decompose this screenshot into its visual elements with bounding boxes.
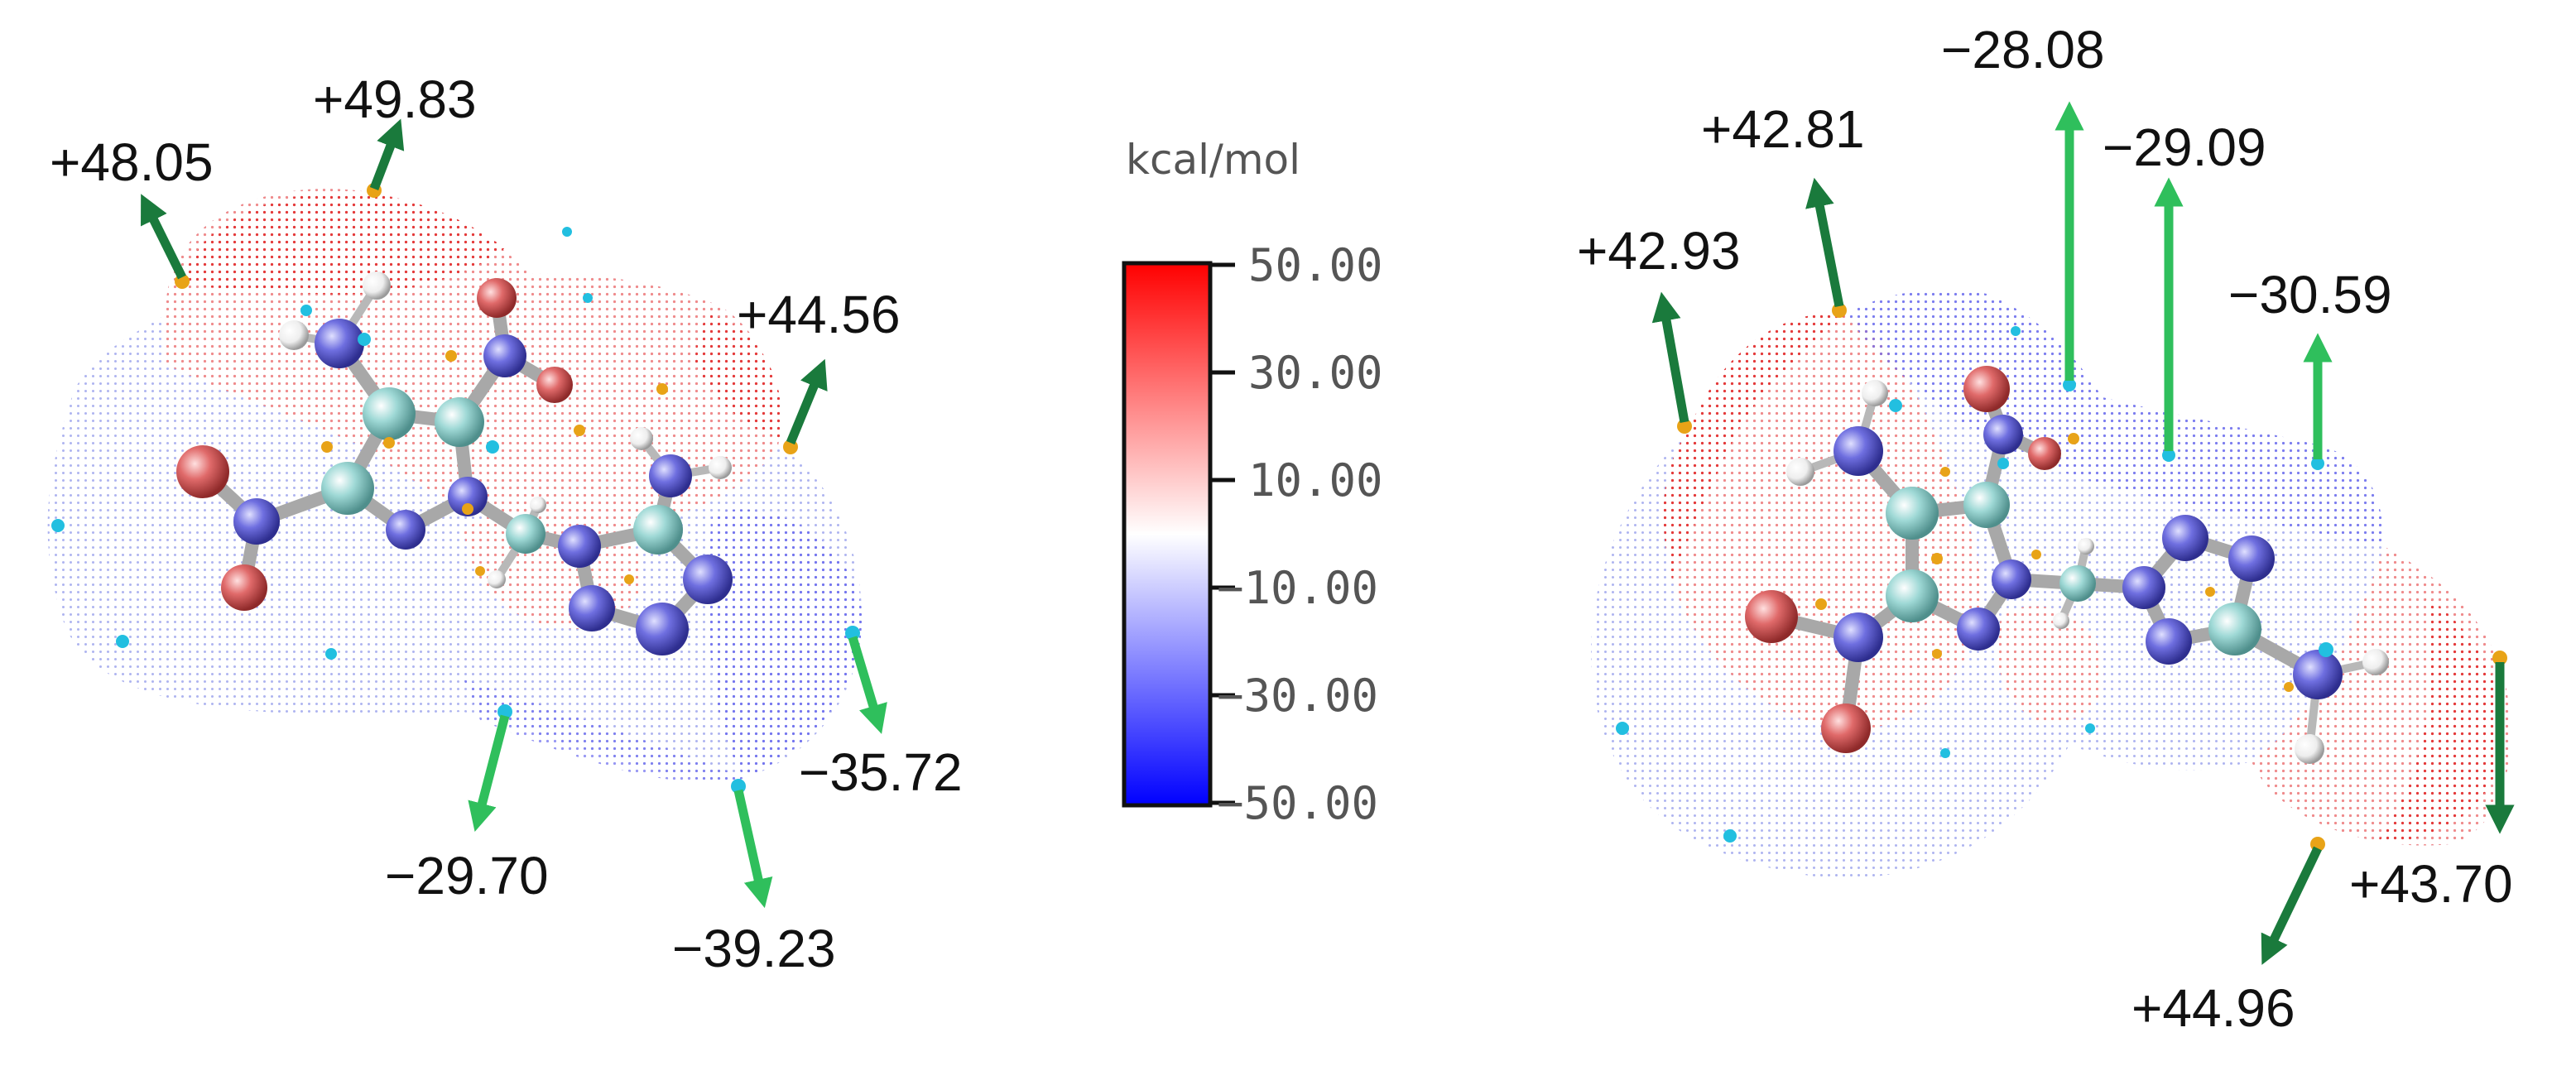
- right-labels: +42.93 +42.81 +43.70 +44.96 −28.08 −29.0…: [1577, 20, 2513, 1038]
- right-max-label-1: +42.93: [1577, 221, 1741, 281]
- right-min-label-3: −30.59: [2228, 265, 2392, 324]
- arrow-max-2: [1805, 177, 1844, 308]
- colorbar-tick-label: −50.00: [1217, 777, 1378, 829]
- oxygen-atom: [477, 278, 517, 318]
- left-min-label-1: −29.70: [385, 846, 549, 905]
- arrow-max-2: [369, 118, 405, 190]
- colorbar-tick-label: 30.00: [1248, 347, 1383, 399]
- nitrogen-atom: [315, 319, 364, 368]
- nitrogen-atom: [1957, 607, 2000, 651]
- hydrogen-atom: [488, 570, 506, 588]
- nitrogen-atom: [2146, 618, 2192, 665]
- nitrogen-atom: [1983, 415, 2023, 454]
- right-max-label-2: +42.81: [1701, 99, 1865, 159]
- hydrogen-atom: [2362, 649, 2389, 675]
- hydrogen-atom: [2295, 734, 2324, 764]
- arrow-max-3: [786, 358, 828, 445]
- arrow-max-1: [1651, 291, 1689, 423]
- carbon-atom: [1886, 487, 1939, 540]
- nitrogen-atom: [448, 477, 488, 516]
- right-min-label-2: −29.09: [2103, 118, 2266, 177]
- carbon-atom: [363, 387, 416, 440]
- nitrogen-atom: [233, 498, 280, 545]
- colorbar-tick-label: −30.00: [1217, 670, 1378, 722]
- carbon-atom: [1886, 569, 1939, 622]
- arrow-max-1: [141, 194, 186, 280]
- hydrogen-atom: [2078, 538, 2094, 555]
- nitrogen-atom: [569, 585, 615, 631]
- left-max-label-2: +49.83: [313, 70, 477, 129]
- hydrogen-atom: [709, 456, 732, 479]
- arrow-min-2: [733, 789, 773, 909]
- right-esp-surface: [1591, 289, 2511, 879]
- oxygen-atom: [221, 564, 267, 611]
- carbon-atom: [1963, 482, 2010, 528]
- left-molecule-model: [176, 227, 733, 655]
- right-max-label-4: +44.96: [2131, 978, 2295, 1038]
- arrow-max-4: [2261, 846, 2322, 965]
- nitrogen-atom: [558, 525, 601, 568]
- carbon-atom: [2208, 603, 2261, 655]
- color-scale-legend: kcal/mol 50.00 30.00 10.00 −10.00 −30.00…: [1122, 136, 1383, 829]
- nitrogen-atom: [1833, 426, 1883, 476]
- carbon-atom: [506, 514, 545, 554]
- nitrogen-atom: [2228, 535, 2275, 582]
- right-max-label-3: +43.70: [2349, 854, 2513, 914]
- nitrogen-atom: [636, 603, 689, 655]
- nitrogen-atom: [2122, 566, 2165, 609]
- oxygen-atom: [176, 445, 229, 498]
- hydrogen-atom: [530, 497, 546, 513]
- nitrogen-atom: [2293, 650, 2343, 699]
- hydrogen-atom: [279, 320, 309, 350]
- oxygen-atom: [1745, 590, 1798, 643]
- carbon-atom: [321, 462, 374, 515]
- carbon-atom: [2059, 565, 2096, 602]
- hydrogen-atom: [1786, 458, 1814, 486]
- nitrogen-atom: [683, 555, 733, 604]
- left-min-label-2: −39.23: [672, 919, 836, 978]
- colorbar-tick-label: 50.00: [1248, 239, 1383, 291]
- carbon-atom: [435, 397, 484, 447]
- nitrogen-atom: [386, 510, 425, 550]
- right-molecule-model: [1745, 326, 2389, 764]
- arrow-min-1: [468, 714, 510, 833]
- oxygen-atom: [1963, 366, 2010, 412]
- colorbar-tick-label: −10.00: [1217, 562, 1378, 614]
- left-arrows: [141, 118, 887, 909]
- oxygen-atom: [536, 367, 573, 403]
- hydrogen-atom: [1862, 380, 1888, 406]
- nitrogen-atom: [2162, 515, 2208, 561]
- colorbar-unit-label: kcal/mol: [1126, 136, 1300, 184]
- colorbar-gradient: [1122, 261, 1213, 808]
- left-labels: +48.05 +49.83 +44.56 −29.70 −39.23 −35.7…: [50, 70, 963, 978]
- right-min-label-1: −28.08: [1941, 20, 2105, 79]
- carbon-atom: [633, 505, 683, 555]
- nitrogen-atom: [1992, 559, 2031, 599]
- nitrogen-atom: [483, 334, 526, 377]
- right-arrows: [1651, 101, 2515, 965]
- left-max-label-3: +44.56: [737, 285, 901, 344]
- oxygen-atom: [1821, 703, 1871, 753]
- nitrogen-atom: [649, 454, 692, 497]
- oxygen-atom: [2028, 437, 2061, 470]
- hydrogen-atom: [630, 427, 653, 450]
- hydrogen-atom: [363, 271, 391, 300]
- left-min-label-3: −35.72: [799, 742, 963, 802]
- arrow-min-3: [848, 636, 887, 734]
- hydrogen-atom: [2053, 612, 2069, 629]
- left-max-label-1: +48.05: [50, 132, 214, 192]
- colorbar-tick-label: 10.00: [1248, 454, 1383, 507]
- nitrogen-atom: [1833, 612, 1883, 662]
